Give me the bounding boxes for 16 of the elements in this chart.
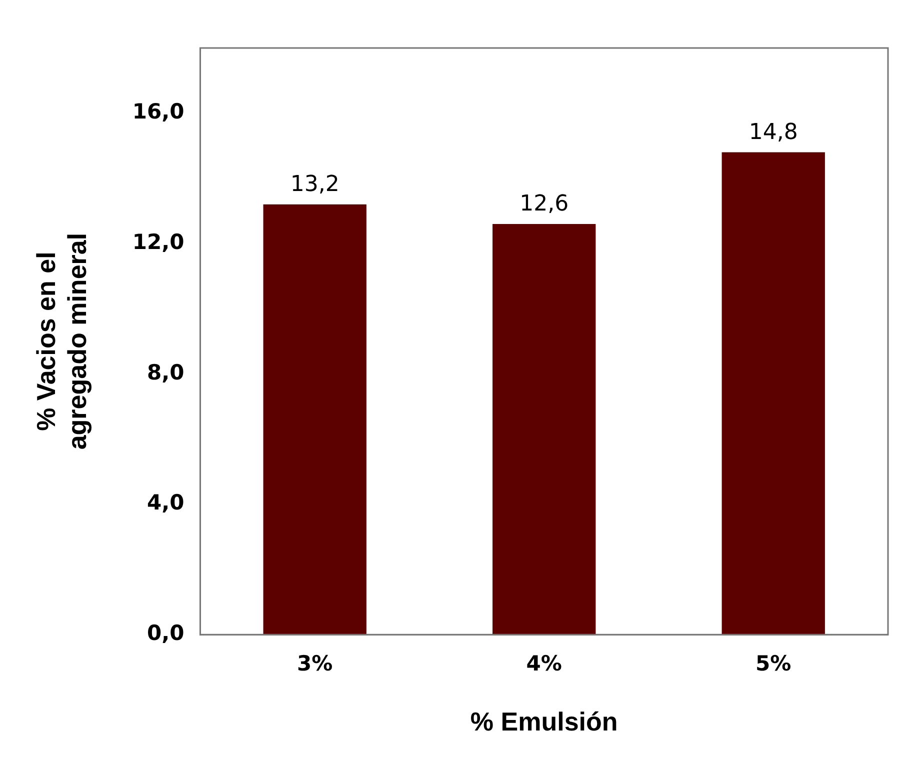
data-label: 14,8 (748, 120, 798, 146)
bar (722, 152, 825, 635)
x-tick-label: 3% (297, 652, 333, 676)
y-tick-label: 12,0 (132, 230, 184, 254)
x-axis-title: % Emulsión (470, 706, 618, 737)
data-label: 12,6 (520, 192, 569, 217)
y-tick-label: 0,0 (147, 621, 184, 646)
y-tick-label: 4,0 (147, 490, 184, 515)
y-tick-label: 8,0 (147, 360, 184, 384)
bar (263, 204, 366, 635)
x-tick-label: 5% (756, 652, 792, 676)
data-label: 13,2 (290, 172, 340, 198)
bar (492, 224, 596, 635)
y-axis-title: % Vacios en el agregado mineral (30, 232, 92, 450)
y-tick-label: 16,0 (132, 100, 184, 124)
x-tick-label: 4% (526, 652, 562, 676)
